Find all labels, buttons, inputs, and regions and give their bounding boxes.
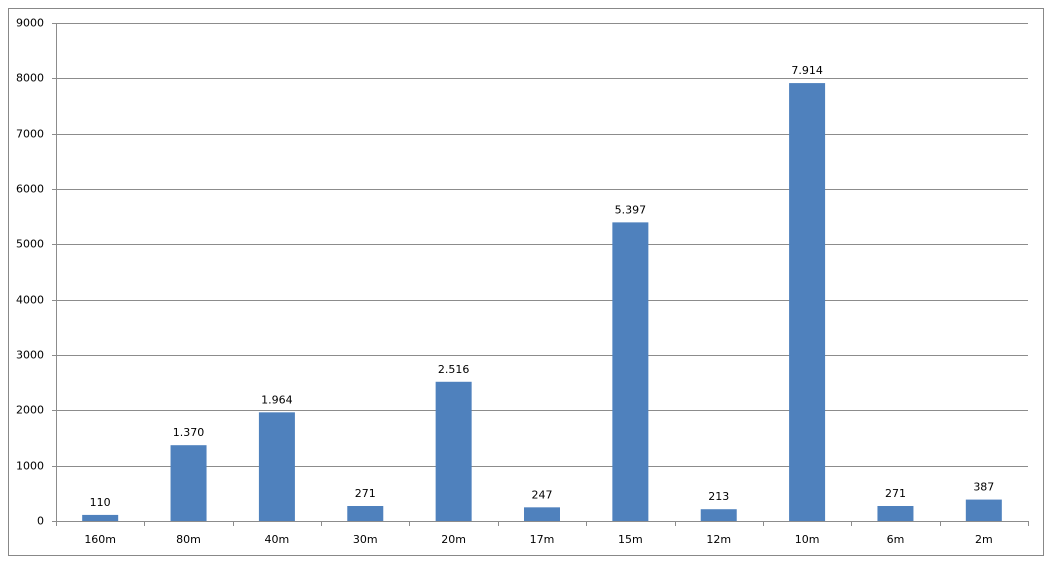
y-tick-label: 1000: [16, 460, 44, 473]
y-tick-label: 5000: [16, 238, 44, 251]
x-tick-label: 30m: [353, 533, 378, 546]
y-tick-label: 4000: [16, 294, 44, 307]
value-label: 2.516: [438, 363, 470, 376]
bar: [524, 507, 560, 521]
y-tick-label: 0: [37, 515, 44, 528]
value-label: 110: [90, 496, 111, 509]
y-tick-label: 7000: [16, 128, 44, 141]
bar: [700, 509, 737, 521]
bar: [170, 445, 207, 521]
value-label: 5.397: [615, 203, 647, 216]
value-label: 247: [532, 488, 553, 501]
y-tick-label: 3000: [16, 349, 44, 362]
value-label: 271: [355, 487, 376, 500]
x-tick-label: 15m: [618, 533, 643, 546]
value-label: 1.370: [173, 426, 205, 439]
value-label: 271: [885, 487, 906, 500]
chart-border: [8, 8, 1044, 556]
x-tick-label: 20m: [441, 533, 466, 546]
y-tick-label: 8000: [16, 72, 44, 85]
bar: [965, 499, 1002, 521]
x-tick-label: 80m: [176, 533, 201, 546]
x-tick-label: 40m: [265, 533, 290, 546]
value-label: 387: [973, 481, 994, 494]
x-tick-label: 160m: [84, 533, 116, 546]
x-tick-label: 6m: [887, 533, 905, 546]
value-label: 7.914: [791, 64, 823, 77]
y-tick-label: 6000: [16, 183, 44, 196]
x-tick-label: 17m: [530, 533, 555, 546]
y-tick-label: 2000: [16, 404, 44, 417]
bar: [435, 381, 472, 521]
bar: [877, 506, 914, 521]
bar: [347, 506, 384, 521]
bar: [82, 514, 119, 521]
x-tick-label: 2m: [975, 533, 993, 546]
bar: [258, 412, 295, 521]
x-tick-label: 12m: [706, 533, 731, 546]
value-label: 1.964: [261, 393, 293, 406]
bar: [612, 222, 649, 521]
value-label: 213: [708, 490, 729, 503]
bar: [789, 83, 826, 521]
y-tick-label: 9000: [16, 17, 44, 30]
x-tick-label: 10m: [795, 533, 820, 546]
